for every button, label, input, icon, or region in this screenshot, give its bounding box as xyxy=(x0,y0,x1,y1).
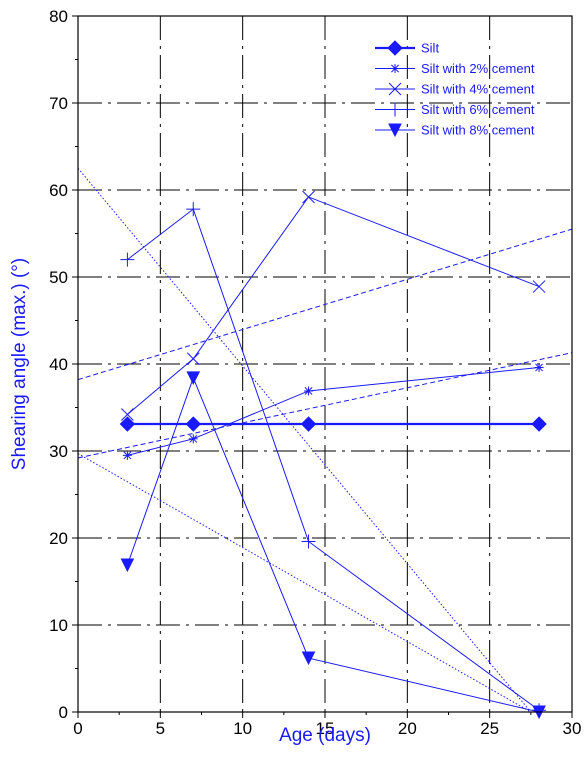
trend-line xyxy=(77,167,532,713)
legend-item: Silt with 6% cement xyxy=(375,102,535,117)
ticks: 0 5 10 15 20 25 30 0 10 20 30 40 50 60 70 80 xyxy=(49,7,581,738)
point-marker xyxy=(388,102,402,117)
point-marker xyxy=(185,416,201,432)
x-tick-label: 15 xyxy=(316,719,335,738)
point-marker xyxy=(186,371,201,386)
marker-stroke xyxy=(186,352,200,366)
series-1 xyxy=(119,416,547,432)
y-tick-label: 70 xyxy=(49,94,68,113)
point-marker xyxy=(121,408,134,421)
x-tick-label: 25 xyxy=(480,719,499,738)
y-tick-label: 10 xyxy=(49,616,68,635)
series-line xyxy=(127,208,540,711)
y-tick-label: 40 xyxy=(49,355,68,374)
marker-stroke xyxy=(391,64,399,73)
series-group xyxy=(119,190,547,720)
marker-stroke xyxy=(535,363,544,372)
legend-item: Silt xyxy=(375,40,439,56)
marker-stroke xyxy=(189,434,198,443)
point-marker xyxy=(186,202,201,217)
trend-line xyxy=(77,453,532,713)
x-tick-label: 0 xyxy=(73,719,82,738)
x-tick-label: 20 xyxy=(398,719,417,738)
y-axis-title: Shearing angle (max.) (°) xyxy=(9,258,30,470)
point-marker xyxy=(120,252,135,267)
legend-label: Silt with 4% cement xyxy=(421,82,535,97)
y-tick-label: 80 xyxy=(49,7,68,26)
series-3 xyxy=(121,190,546,421)
x-tick-label: 30 xyxy=(563,719,582,738)
point-marker xyxy=(534,362,544,372)
y-tick-label: 0 xyxy=(59,703,68,722)
point-marker xyxy=(531,416,547,432)
series-line xyxy=(126,376,540,713)
legend-label: Silt with 6% cement xyxy=(421,102,535,117)
marker-stroke xyxy=(123,451,132,460)
point-marker xyxy=(301,651,316,666)
legend-item: Silt with 4% cement xyxy=(375,82,535,97)
series-5 xyxy=(120,371,546,720)
trend-line xyxy=(77,228,573,381)
point-marker xyxy=(387,40,403,56)
legend-label: Silt with 2% cement xyxy=(421,61,535,76)
point-marker xyxy=(186,352,200,366)
point-marker xyxy=(188,434,198,444)
grid xyxy=(78,16,572,712)
legend-label: Silt xyxy=(421,41,439,56)
point-marker xyxy=(302,190,315,204)
point-marker xyxy=(120,558,135,573)
marker-stroke xyxy=(388,82,402,96)
legend-item: Silt with 2% cement xyxy=(375,61,535,76)
legend: Silt Silt with 2% cement Silt with 4% ceme… xyxy=(375,40,535,138)
marker-stroke xyxy=(304,387,313,395)
marker-stroke xyxy=(302,190,315,204)
series-2 xyxy=(122,362,544,460)
point-marker xyxy=(300,416,317,432)
y-tick-label: 60 xyxy=(49,181,68,200)
x-axis-title: Age (days) xyxy=(279,725,371,746)
point-marker xyxy=(532,280,546,293)
trend-lines xyxy=(77,167,573,713)
y-tick-label: 30 xyxy=(49,442,68,461)
legend-item: Silt with 8% cement xyxy=(375,123,535,138)
x-tick-label: 5 xyxy=(156,719,165,738)
point-marker xyxy=(390,64,400,73)
y-tick-label: 20 xyxy=(49,529,68,548)
marker-stroke xyxy=(121,408,134,421)
y-tick-label: 50 xyxy=(49,268,68,287)
trend-line xyxy=(77,352,573,459)
point-marker xyxy=(388,123,402,138)
point-marker xyxy=(304,386,314,396)
marker-stroke xyxy=(532,280,546,293)
x-tick-label: 10 xyxy=(233,719,252,738)
series-line xyxy=(127,366,540,456)
series-line xyxy=(127,196,540,415)
point-marker xyxy=(388,82,402,96)
point-marker xyxy=(301,534,316,549)
point-marker xyxy=(122,450,132,460)
point-marker xyxy=(119,416,136,432)
legend-label: Silt with 8% cement xyxy=(421,123,535,138)
